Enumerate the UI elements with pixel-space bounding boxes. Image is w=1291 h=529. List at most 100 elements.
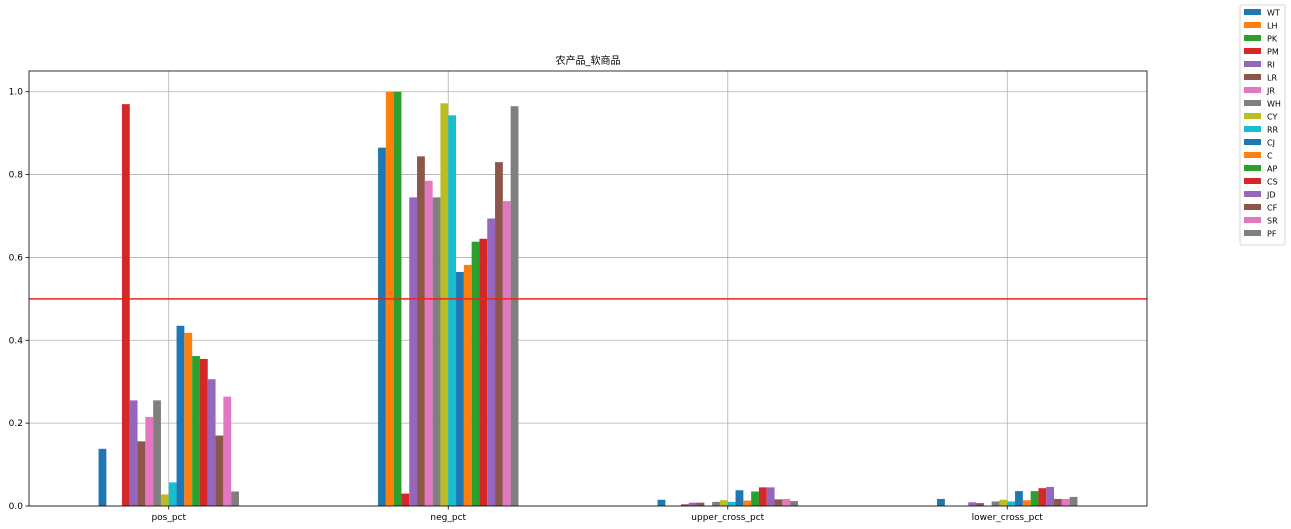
legend-swatch-sr: [1244, 217, 1261, 223]
bar-sr-neg-pct: [502, 201, 511, 506]
bar-cf-lower-cross-pct: [1054, 498, 1062, 506]
bar-jd-upper-cross-pct: [766, 487, 775, 506]
bar-c-pos-pct: [184, 332, 193, 506]
bar-cy-lower-cross-pct: [999, 499, 1008, 506]
legend-label-rr: RR: [1267, 126, 1279, 135]
plot-frame: [28, 70, 1148, 507]
legend-swatch-lr: [1244, 74, 1261, 80]
bar-lr-neg-pct: [417, 156, 425, 506]
legend-swatch-ri: [1244, 61, 1261, 67]
y-tick-label: 1.0: [9, 88, 24, 98]
x-tick-label: neg_pct: [430, 513, 466, 523]
bar-cs-pos-pct: [199, 358, 208, 506]
legend: WT LH PK PM RI LR JR WH CY RR CJ C AP CS JD CF SR PF: [1239, 4, 1286, 246]
bar-jr-neg-pct: [424, 180, 433, 507]
bar-ap-upper-cross-pct: [751, 491, 759, 506]
bar-sr-pos-pct: [223, 396, 232, 506]
x-tick-label: upper_cross_pct: [691, 513, 764, 523]
legend-label-ri: RI: [1267, 61, 1275, 70]
legend-label-wh: WH: [1267, 100, 1281, 109]
bar-wt-lower-cross-pct: [937, 498, 945, 506]
legend-label-pm: PM: [1267, 48, 1279, 57]
bar-cy-neg-pct: [440, 103, 449, 506]
bar-cy-pos-pct: [160, 494, 169, 506]
bar-cy-upper-cross-pct: [719, 500, 728, 506]
y-tick-label: 0.0: [9, 502, 24, 512]
legend-swatch-ap: [1244, 165, 1261, 171]
bar-cf-neg-pct: [495, 162, 503, 506]
bar-pf-lower-cross-pct: [1069, 496, 1078, 506]
bar-pm-pos-pct: [121, 104, 130, 506]
legend-label-lr: LR: [1267, 74, 1277, 83]
bar-ri-lower-cross-pct: [968, 502, 977, 506]
legend-swatch-cj: [1244, 139, 1261, 145]
legend-swatch-pk: [1244, 35, 1261, 41]
bar-wh-lower-cross-pct: [991, 501, 1000, 506]
legend-swatch-jd: [1244, 191, 1261, 197]
bar-cf-upper-cross-pct: [774, 499, 783, 506]
legend-label-pk: PK: [1267, 35, 1278, 44]
y-tick-label: 0.8: [9, 171, 24, 181]
x-tick-label: lower_cross_pct: [972, 513, 1044, 523]
legend-swatch-wh: [1244, 100, 1261, 106]
bar-cj-upper-cross-pct: [735, 490, 744, 506]
legend-swatch-jr: [1244, 87, 1261, 93]
bar-ap-neg-pct: [471, 241, 480, 506]
bar-c-lower-cross-pct: [1022, 500, 1031, 506]
legend-label-pf: PF: [1267, 230, 1277, 239]
legend-swatch-wt: [1244, 9, 1261, 15]
bar-c-neg-pct: [463, 264, 472, 506]
legend-label-sr: SR: [1267, 217, 1278, 226]
bar-ri-neg-pct: [409, 197, 418, 507]
legend-swatch-rr: [1244, 126, 1261, 132]
bar-ap-lower-cross-pct: [1030, 491, 1039, 506]
bar-pm-neg-pct: [401, 493, 410, 506]
bar-cs-neg-pct: [479, 238, 488, 507]
bar-ri-upper-cross-pct: [688, 502, 697, 506]
bar-cj-neg-pct: [456, 271, 464, 506]
bar-cs-lower-cross-pct: [1038, 488, 1047, 506]
bar-ri-pos-pct: [129, 400, 138, 506]
bar-c-upper-cross-pct: [743, 500, 752, 506]
bar-sr-upper-cross-pct: [782, 498, 791, 506]
legend-label-cj: CJ: [1267, 139, 1275, 148]
bar-jd-neg-pct: [487, 218, 496, 507]
bar-cj-lower-cross-pct: [1015, 491, 1023, 506]
legend-swatch-lh: [1244, 22, 1261, 28]
bar-cj-pos-pct: [176, 325, 185, 506]
legend-swatch-cf: [1244, 204, 1261, 210]
legend-label-c: C: [1267, 152, 1273, 161]
legend-label-cs: CS: [1267, 178, 1278, 187]
y-tick-label: 0.4: [9, 336, 24, 346]
bar-pf-pos-pct: [231, 491, 239, 506]
legend-swatch-c: [1244, 152, 1261, 158]
bar-wh-upper-cross-pct: [712, 501, 720, 506]
legend-label-wt: WT: [1267, 9, 1280, 18]
bars-layer: [98, 91, 1078, 507]
legend-label-cy: CY: [1267, 113, 1277, 122]
legend-label-lh: LH: [1267, 22, 1277, 31]
bar-wt-pos-pct: [98, 448, 107, 506]
bar-rr-upper-cross-pct: [727, 501, 736, 506]
bar-lr-lower-cross-pct: [976, 503, 984, 506]
bar-wt-neg-pct: [378, 147, 386, 506]
legend-swatch-pm: [1244, 48, 1261, 54]
bar-jr-pos-pct: [145, 416, 154, 506]
bar-pf-neg-pct: [510, 106, 519, 507]
bar-ap-pos-pct: [192, 356, 200, 506]
bar-jd-lower-cross-pct: [1046, 486, 1055, 506]
legend-swatch-cy: [1244, 113, 1261, 119]
bar-pm-upper-cross-pct: [680, 504, 689, 506]
legend-swatch-cs: [1244, 178, 1261, 184]
x-tick-label: pos_pct: [151, 513, 186, 523]
bar-pf-upper-cross-pct: [790, 501, 798, 506]
bar-sr-lower-cross-pct: [1061, 498, 1070, 506]
y-tick-label: 0.2: [9, 419, 23, 429]
legend-label-ap: AP: [1267, 165, 1277, 174]
bar-wh-neg-pct: [432, 197, 441, 507]
bar-cs-upper-cross-pct: [758, 487, 767, 506]
legend-swatch-pf: [1244, 230, 1261, 236]
bar-lr-upper-cross-pct: [696, 502, 705, 506]
bar-rr-pos-pct: [168, 482, 177, 506]
bar-lr-pos-pct: [137, 441, 146, 506]
